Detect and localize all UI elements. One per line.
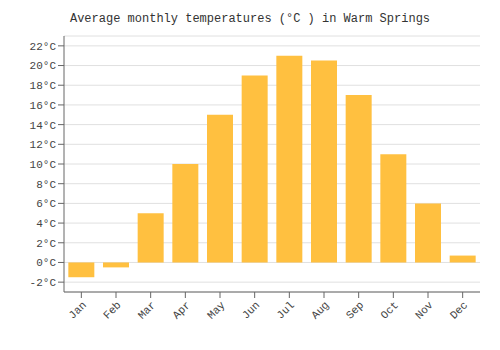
svg-text:10°C: 10°C	[30, 159, 57, 171]
svg-text:16°C: 16°C	[30, 100, 57, 112]
svg-text:0°C: 0°C	[36, 257, 56, 269]
svg-text:Apr: Apr	[170, 299, 192, 321]
svg-text:22°C: 22°C	[30, 41, 57, 53]
svg-text:18°C: 18°C	[30, 80, 57, 92]
svg-text:Jun: Jun	[240, 299, 262, 321]
svg-text:Jan: Jan	[66, 299, 88, 321]
svg-text:14°C: 14°C	[30, 120, 57, 132]
svg-text:-2°C: -2°C	[30, 277, 57, 289]
svg-text:Nov: Nov	[413, 299, 436, 322]
svg-text:Dec: Dec	[448, 299, 470, 321]
svg-text:Feb: Feb	[101, 299, 123, 321]
svg-text:Mar: Mar	[136, 299, 158, 321]
svg-text:2°C: 2°C	[36, 238, 56, 250]
svg-text:8°C: 8°C	[36, 179, 56, 191]
svg-text:12°C: 12°C	[30, 139, 57, 151]
svg-text:4°C: 4°C	[36, 218, 56, 230]
svg-text:Jul: Jul	[274, 299, 296, 321]
svg-text:Oct: Oct	[378, 299, 400, 321]
svg-text:Aug: Aug	[309, 299, 331, 321]
svg-text:Sep: Sep	[344, 299, 366, 321]
svg-text:20°C: 20°C	[30, 60, 57, 72]
svg-text:May: May	[205, 299, 228, 322]
html-text:Average monthly temperatures (: Average monthly temperatures (°C ) in Wa…	[70, 12, 430, 26]
svg-text:6°C: 6°C	[36, 198, 56, 210]
